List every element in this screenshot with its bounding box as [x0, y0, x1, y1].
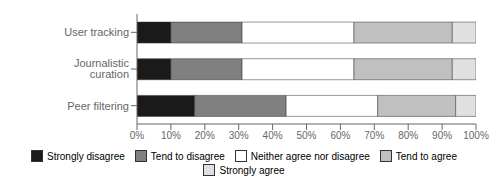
- html-text:Strongly agree: Strongly agree: [219, 164, 285, 176]
- svg-text:User tracking: User tracking: [64, 26, 129, 38]
- html-text:Strongly disagree: Strongly disagree: [47, 150, 125, 162]
- svg-text:40%: 40%: [263, 130, 283, 141]
- html-text:Tend to agree: Tend to agree: [395, 150, 457, 162]
- svg-text:20%: 20%: [195, 130, 215, 141]
- svg-text:100%: 100%: [463, 130, 489, 141]
- svg-text:Journalisticcuration: Journalisticcuration: [74, 57, 130, 80]
- html-text:Neither agree nor disagree: Neither agree nor disagree: [250, 150, 370, 162]
- svg-text:70%: 70%: [364, 130, 384, 141]
- svg-text:30%: 30%: [229, 130, 249, 141]
- svg-text:90%: 90%: [432, 130, 452, 141]
- html-text:Tend to disagree: Tend to disagree: [150, 150, 225, 162]
- svg-text:10%: 10%: [161, 130, 181, 141]
- svg-text:Peer filtering: Peer filtering: [67, 100, 129, 112]
- svg-text:80%: 80%: [398, 130, 418, 141]
- svg-text:60%: 60%: [330, 130, 350, 141]
- svg-text:50%: 50%: [296, 130, 316, 141]
- svg-text:0%: 0%: [130, 130, 145, 141]
